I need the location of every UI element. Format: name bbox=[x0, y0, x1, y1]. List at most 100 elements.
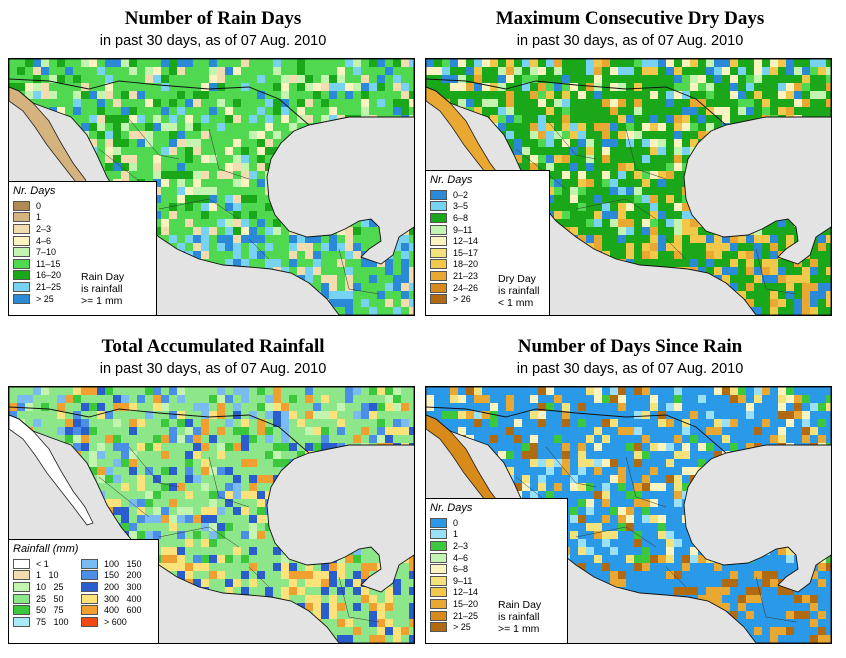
legend-swatch bbox=[81, 593, 98, 604]
legend-entry: 1 10 bbox=[13, 570, 77, 582]
note-line: is rainfall bbox=[498, 285, 540, 297]
legend-label: 400 600 bbox=[104, 605, 142, 616]
legend-entry: 10 25 bbox=[13, 581, 77, 593]
legend-label: 200 300 bbox=[104, 581, 142, 592]
legend-swatch bbox=[430, 540, 447, 551]
legend-label: 50 75 bbox=[36, 605, 64, 616]
legend-entry: 24–26 bbox=[430, 282, 545, 294]
map-canvas bbox=[426, 59, 831, 315]
legend-entry: 16–20 bbox=[13, 270, 152, 282]
legend-label: 12–14 bbox=[453, 236, 479, 247]
legend: Nr. Days 0–2 3–5 6–8 9–11 12–14 15–17 18–20 21–… bbox=[426, 170, 550, 315]
legend-rows: 0–2 3–5 6–8 9–11 12–14 15–17 18–20 21–23 24–26 > … bbox=[430, 189, 545, 305]
legend-label: 15–20 bbox=[453, 598, 479, 609]
legend-swatch bbox=[430, 189, 447, 200]
baja-peninsula bbox=[9, 414, 94, 526]
legend-swatch bbox=[430, 247, 447, 258]
legend-label: 12–14 bbox=[453, 587, 479, 598]
legend-swatch bbox=[13, 570, 30, 581]
legend-swatch bbox=[430, 598, 447, 609]
legend-label: > 25 bbox=[453, 622, 471, 633]
legend-label: 75 100 bbox=[36, 616, 69, 627]
legend: Nr. Days 0 1 2–3 4–6 7–10 11–15 16–20 21–25 > 25 bbox=[9, 181, 157, 315]
legend-swatch bbox=[13, 247, 30, 258]
legend-swatch bbox=[430, 236, 447, 247]
note-line: < 1 mm bbox=[498, 297, 534, 309]
legend-swatch bbox=[81, 605, 98, 616]
legend-entry: 50 75 bbox=[13, 604, 77, 616]
legend-title: Nr. Days bbox=[430, 174, 473, 186]
state-borders bbox=[515, 118, 797, 295]
legend-rows: < 1 100 150 1 10 150 200 10 25 200 300 25 50 30… bbox=[13, 558, 154, 628]
legend-entry: 200 300 bbox=[81, 581, 145, 593]
coastline bbox=[9, 59, 414, 315]
legend-entry: 9–11 bbox=[430, 224, 545, 236]
note-line: is rainfall bbox=[81, 283, 123, 295]
legend: Nr. Days 0 1 2–3 4–6 6–8 9–11 12–14 15–20 21–25 >… bbox=[426, 498, 568, 643]
legend-entry: 15–20 bbox=[430, 598, 563, 610]
legend-label: 21–25 bbox=[453, 610, 479, 621]
legend-entry: > 25 bbox=[430, 621, 563, 633]
legend-entry: 0 bbox=[430, 517, 563, 529]
legend-label: 4–6 bbox=[36, 235, 52, 246]
legend-entry: 2–3 bbox=[13, 223, 152, 235]
legend-label: 0 bbox=[453, 517, 459, 528]
legend-entry: 18–20 bbox=[430, 259, 545, 271]
legend-label: 1 bbox=[36, 212, 42, 223]
legend-swatch bbox=[13, 270, 30, 281]
legend-label: 300 400 bbox=[104, 593, 142, 604]
note-line: is rainfall bbox=[498, 611, 540, 623]
state-borders bbox=[515, 446, 797, 623]
legend-entry: 7–10 bbox=[13, 246, 152, 258]
legend-swatch bbox=[81, 558, 98, 569]
legend-entry: 11–15 bbox=[13, 258, 152, 270]
legend-label: 3–5 bbox=[453, 201, 469, 212]
legend-swatch bbox=[430, 294, 447, 305]
legend-swatch bbox=[430, 529, 447, 540]
legend-entry: 100 150 bbox=[81, 558, 145, 570]
legend-label: > 25 bbox=[36, 293, 54, 304]
legend-swatch bbox=[13, 558, 30, 569]
legend-entry: 21–25 bbox=[430, 610, 563, 622]
legend-label: 0 bbox=[36, 200, 42, 211]
map-canvas bbox=[9, 387, 414, 643]
panel-subtitle: in past 30 days, as of 07 Aug. 2010 bbox=[516, 361, 744, 377]
legend-rows: 0 1 2–3 4–6 7–10 11–15 16–20 21–25 > 25 bbox=[13, 200, 152, 304]
legend-note: Dry Day is rainfall < 1 mm bbox=[498, 273, 539, 309]
legend-entry: 400 600 bbox=[81, 604, 145, 616]
legend-entry: 12–14 bbox=[430, 235, 545, 247]
legend-entry: > 25 bbox=[13, 293, 152, 305]
national-border bbox=[9, 406, 310, 454]
legend-label: 2–3 bbox=[453, 540, 469, 551]
legend-swatch bbox=[13, 281, 30, 292]
legend-label: 0–2 bbox=[453, 189, 469, 200]
legend-swatch bbox=[430, 622, 447, 633]
panel-title: Number of Days Since Rain bbox=[517, 336, 743, 357]
legend-entry: > 600 bbox=[81, 616, 145, 628]
legend-swatch bbox=[13, 293, 30, 304]
legend-entry: 25 50 bbox=[13, 593, 77, 605]
legend-entry: 300 400 bbox=[81, 593, 145, 605]
legend-label: 6–8 bbox=[453, 212, 469, 223]
legend-swatch bbox=[430, 282, 447, 293]
panel-title: Total Accumulated Rainfall bbox=[101, 336, 325, 357]
legend-entry: 1 bbox=[13, 212, 152, 224]
legend-swatch bbox=[430, 552, 447, 563]
panel-total-rainfall: Total Accumulated Rainfall in past 30 da… bbox=[8, 328, 418, 648]
legend-label: 6–8 bbox=[453, 564, 469, 575]
note-line: >= 1 mm bbox=[498, 623, 540, 635]
legend-entry: 150 200 bbox=[81, 570, 145, 582]
panel-title: Maximum Consecutive Dry Days bbox=[495, 8, 765, 29]
note-line: Rain Day bbox=[498, 599, 542, 611]
state-borders bbox=[98, 446, 380, 623]
national-border bbox=[426, 406, 727, 454]
legend-entry: 15–17 bbox=[430, 247, 545, 259]
legend-entry: 21–25 bbox=[13, 281, 152, 293]
legend-entry: 0–2 bbox=[430, 189, 545, 201]
legend-label: 4–6 bbox=[453, 552, 469, 563]
legend-note: Rain Day is rainfall >= 1 mm bbox=[81, 271, 124, 307]
legend-swatch bbox=[13, 200, 30, 211]
panel-rain-days: Number of Rain Days in past 30 days, as … bbox=[8, 0, 418, 320]
legend-label: 15–17 bbox=[453, 247, 479, 258]
legend-label: 21–23 bbox=[453, 270, 479, 281]
